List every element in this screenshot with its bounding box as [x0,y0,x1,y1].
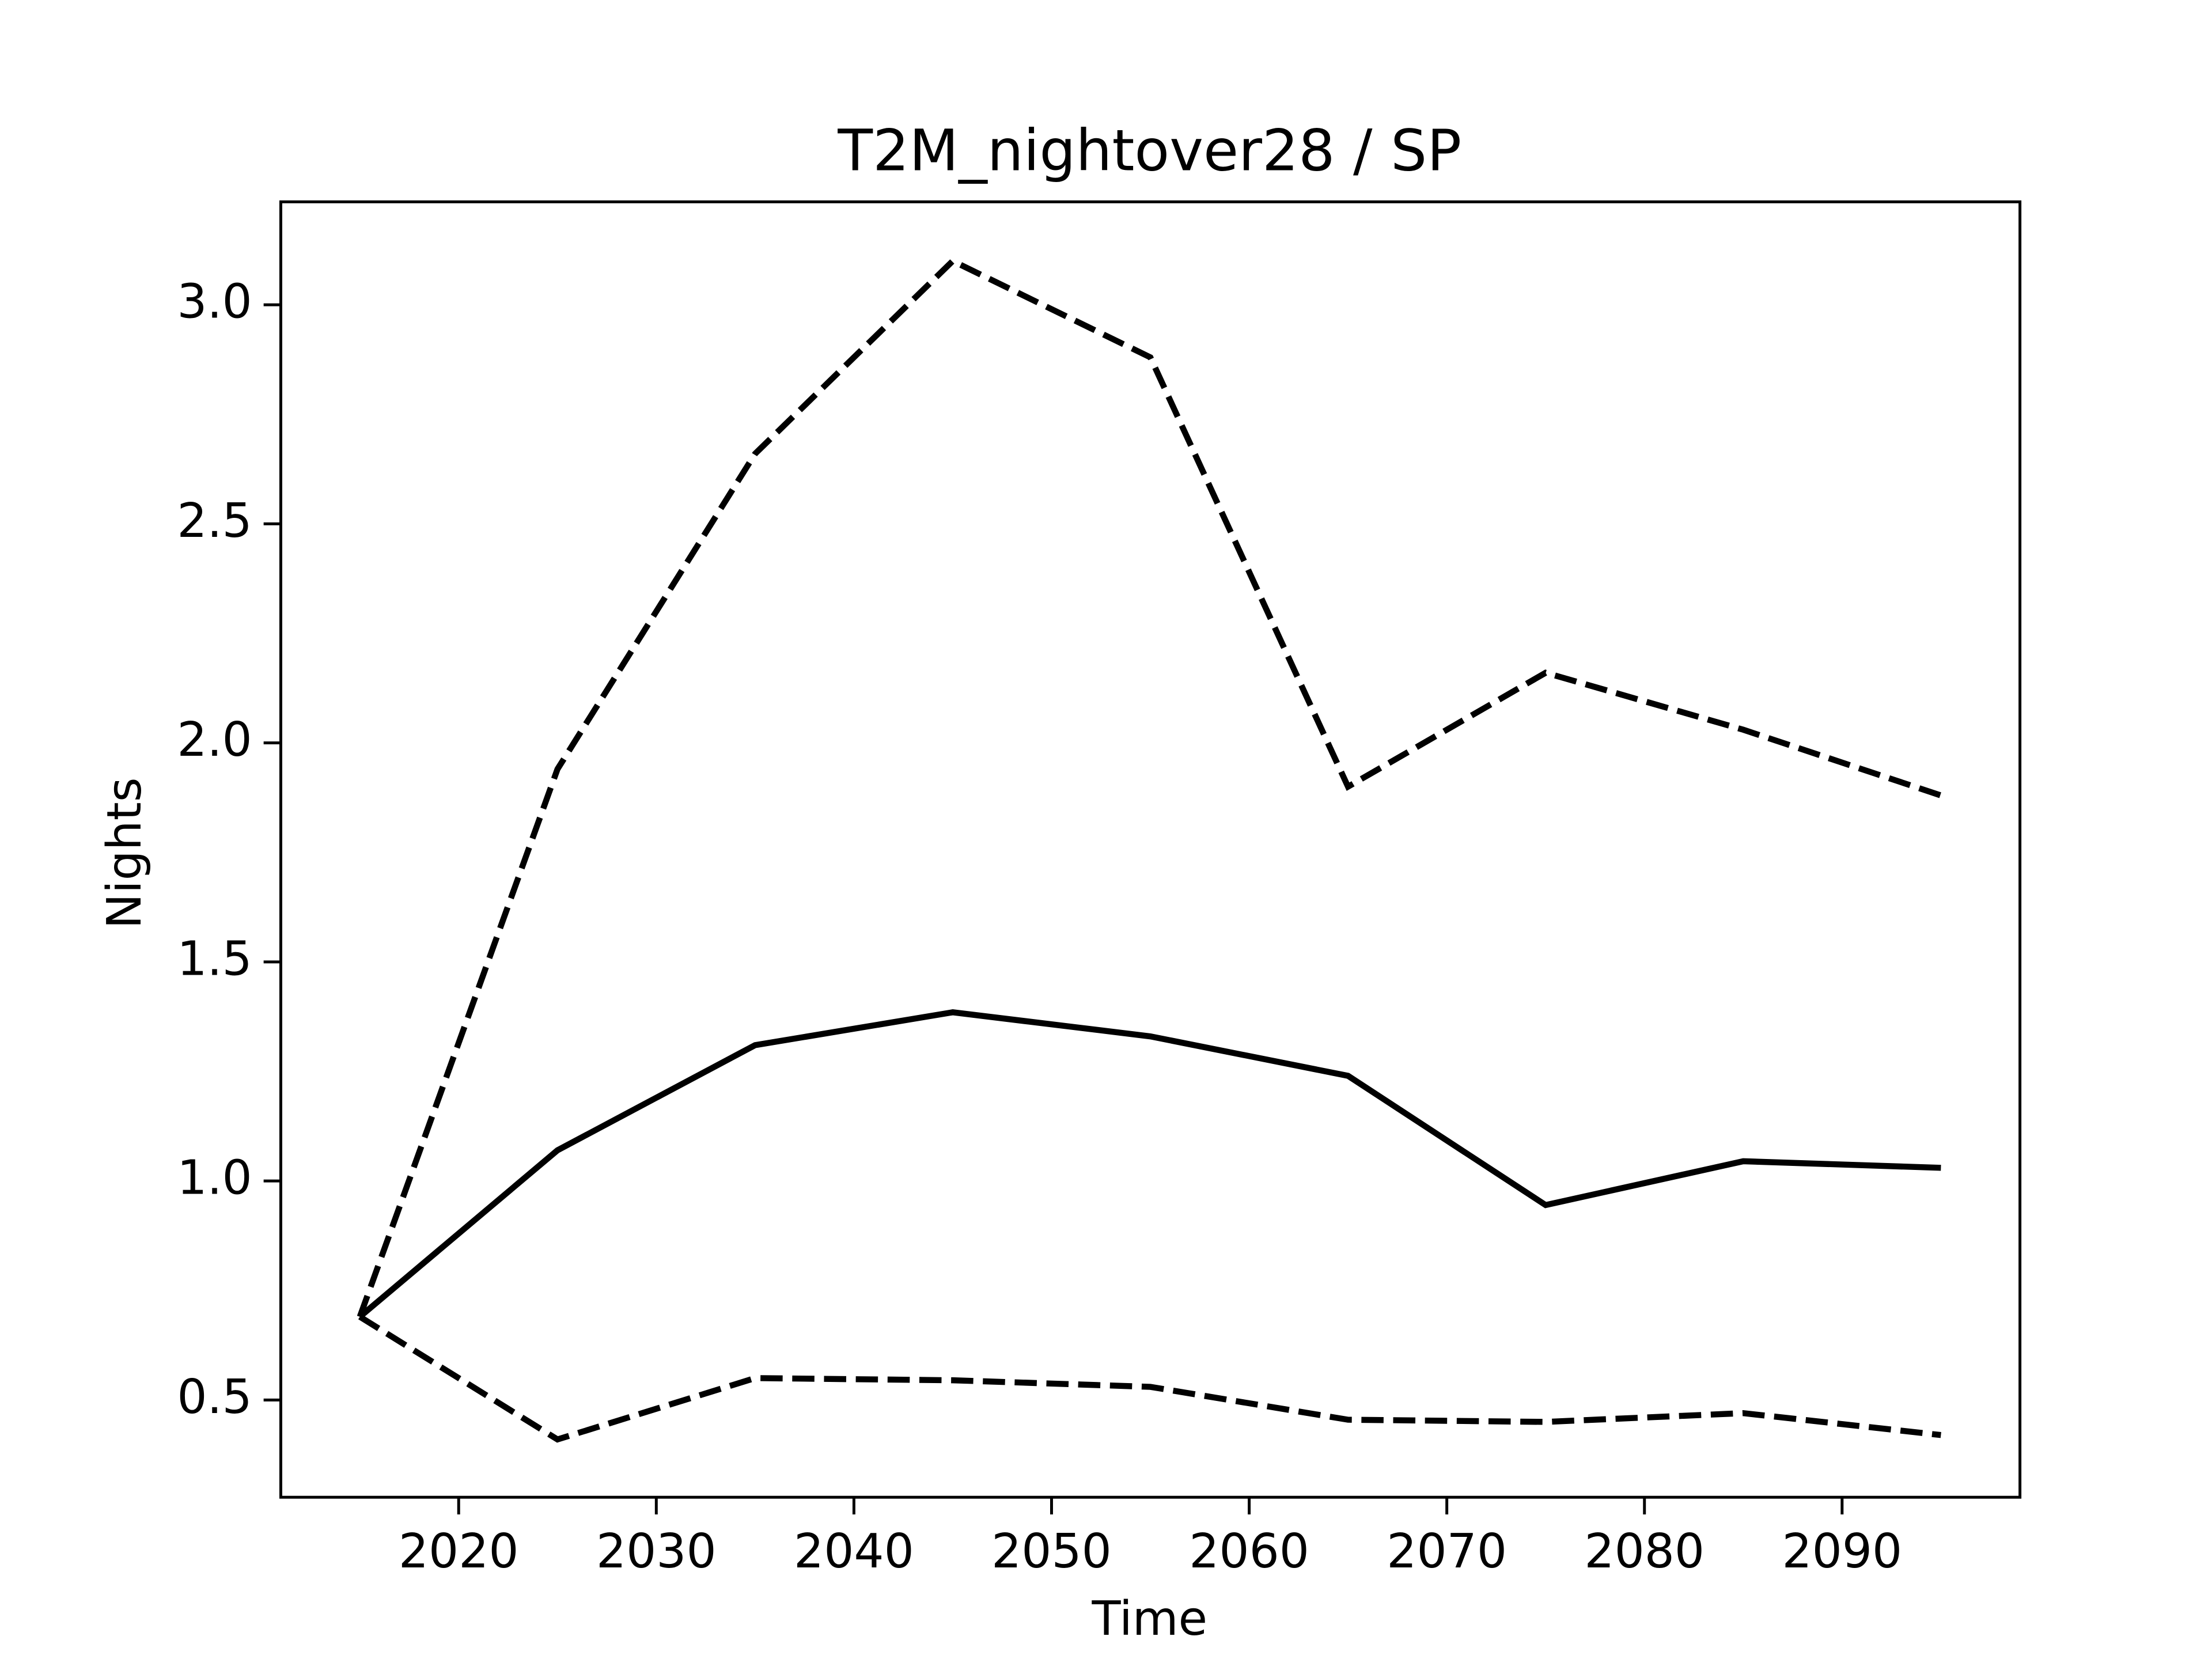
x-tick-label: 2050 [991,1524,1112,1579]
x-tick-label: 2070 [1387,1524,1507,1579]
y-tick-label: 1.5 [177,931,252,986]
x-tick-label: 2060 [1189,1524,1309,1579]
line-series [358,1314,1941,1443]
plot-frame [279,200,2022,1499]
y-tick-label: 1.0 [177,1151,252,1206]
y-tick-label: 3.0 [177,275,252,329]
y-axis-label: Nights [97,777,152,929]
line-series [358,1009,1941,1319]
chart-title: T2M_nightover28 / SP [837,118,1461,184]
x-tick-label: 2020 [399,1524,519,1579]
x-tick-label: 2090 [1782,1524,1902,1579]
y-tick-label: 2.0 [177,713,252,767]
line-series [357,257,1942,1318]
y-tick-label: 0.5 [177,1370,252,1425]
x-tick-label: 2030 [596,1524,717,1579]
x-tick-label: 2040 [794,1524,914,1579]
x-axis-label: Time [1091,1592,1207,1646]
y-tick-label: 2.5 [177,494,252,548]
x-tick-label: 2080 [1584,1524,1705,1579]
